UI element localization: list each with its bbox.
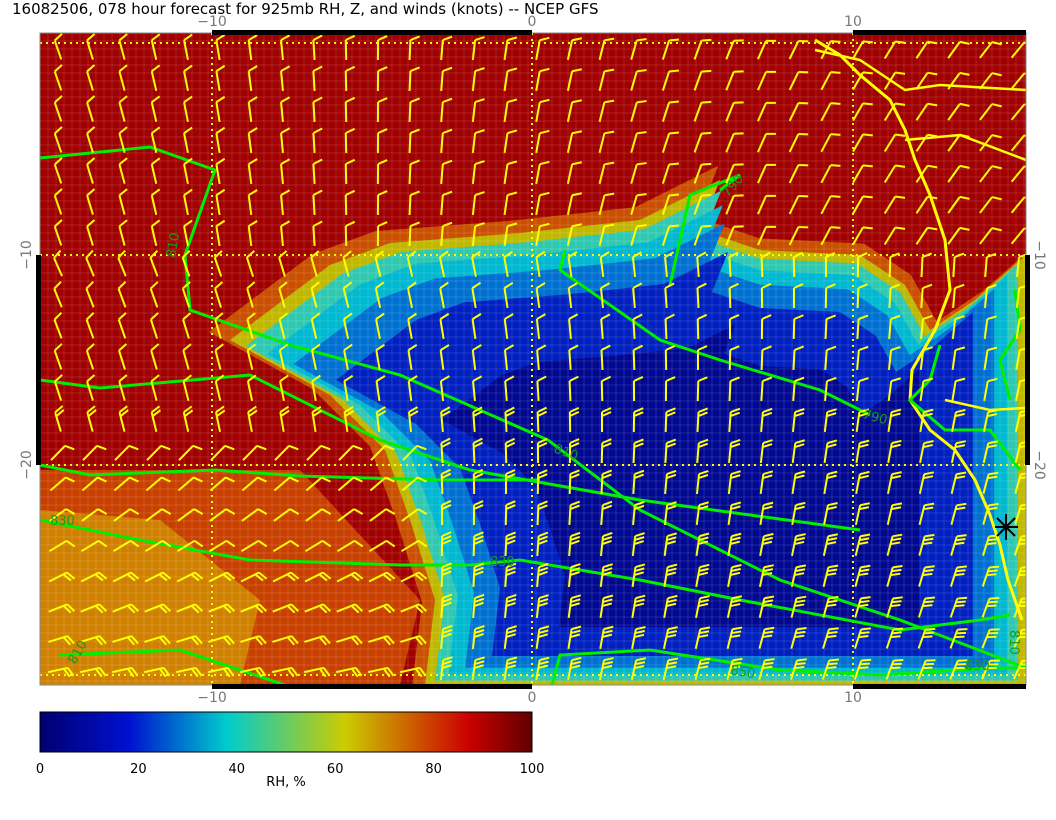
contour-label: 830 (965, 659, 990, 674)
colorbar-tick: 80 (425, 762, 442, 777)
contour-label: 810 (1006, 630, 1021, 655)
lon-tick-bottom: 0 (528, 690, 537, 706)
lon-tick-top: 10 (844, 14, 862, 30)
lat-tick-right: −10 (1031, 240, 1047, 270)
colorbar-tick: 0 (36, 762, 44, 777)
lon-tick-bottom: 10 (844, 690, 862, 706)
lat-tick-left: −20 (19, 450, 35, 480)
lon-tick-bottom: −10 (197, 690, 227, 706)
colorbar-tick: 40 (229, 762, 246, 777)
lon-tick-top: 0 (528, 14, 537, 30)
colorbar (40, 712, 532, 752)
contour-label: 830 (50, 514, 75, 529)
lat-tick-left: −10 (19, 240, 35, 270)
colorbar-tick: 20 (130, 762, 147, 777)
colorbar-tick: 100 (520, 762, 545, 777)
lon-tick-top: −10 (197, 14, 227, 30)
map-title: 16082506, 078 hour forecast for 925mb RH… (12, 0, 598, 18)
contour-label: 830 (490, 555, 515, 570)
colorbar-label: RH, % (266, 775, 305, 790)
lat-tick-right: −20 (1031, 450, 1047, 480)
colorbar-tick: 60 (327, 762, 344, 777)
